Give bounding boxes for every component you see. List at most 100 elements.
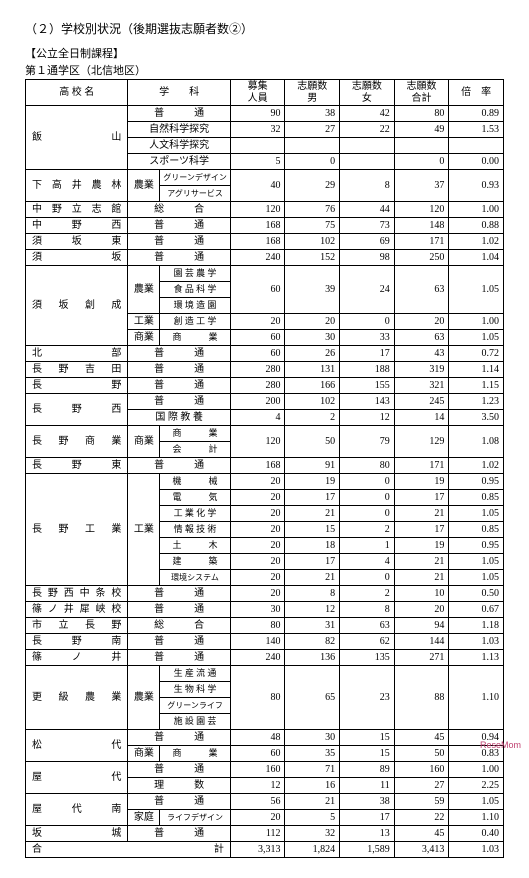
dept-cell: 工業 <box>128 474 160 586</box>
school-cell: 長 野 工 業 <box>26 474 128 586</box>
num-cell: 120 <box>230 202 285 218</box>
num-cell: 21 <box>394 506 449 522</box>
num-cell: 21 <box>285 570 340 586</box>
num-cell: 12 <box>340 410 395 426</box>
num-cell: 1,589 <box>340 842 395 858</box>
num-cell: 280 <box>230 362 285 378</box>
num-cell: 1.02 <box>449 458 504 474</box>
num-cell: 17 <box>394 522 449 538</box>
num-cell: 1.05 <box>449 570 504 586</box>
num-cell: 3,313 <box>230 842 285 858</box>
num-cell: 43 <box>394 346 449 362</box>
dept-cell: 普 通 <box>128 362 230 378</box>
table-row: 坂 城普 通1123213450.40 <box>26 826 504 842</box>
num-cell: 60 <box>230 266 285 314</box>
num-cell: 20 <box>230 586 285 602</box>
num-cell: 21 <box>285 794 340 810</box>
num-cell: 63 <box>394 266 449 314</box>
num-cell: 102 <box>285 394 340 410</box>
num-cell: 5 <box>285 810 340 826</box>
num-cell: 0.72 <box>449 346 504 362</box>
num-cell: 1.53 <box>449 122 504 138</box>
num-cell: 160 <box>394 762 449 778</box>
school-cell: 飯 山 <box>26 106 128 170</box>
school-cell: 合 計 <box>26 842 231 858</box>
dept-cell: 家庭 <box>128 810 160 826</box>
dept-cell: 工業 <box>128 314 160 330</box>
num-cell: 45 <box>394 826 449 842</box>
table-row: 長 野 工 業工業機 械20190190.95 <box>26 474 504 490</box>
table-row: 長野西中条校普 通2082100.50 <box>26 586 504 602</box>
num-cell: 2.25 <box>449 778 504 794</box>
dept-cell: 自然科学探究 <box>128 122 230 138</box>
num-cell: 129 <box>394 426 449 458</box>
num-cell: 23 <box>340 666 395 730</box>
sub-dept-cell: 環 境 造 園 <box>160 298 231 314</box>
num-cell: 2 <box>340 522 395 538</box>
num-cell: 21 <box>285 506 340 522</box>
table-row: 長 野 東普 通16891801711.02 <box>26 458 504 474</box>
num-cell: 2 <box>340 586 395 602</box>
num-cell: 166 <box>285 378 340 394</box>
num-cell: 20 <box>285 314 340 330</box>
table-row: 北 部普 通602617430.72 <box>26 346 504 362</box>
num-cell: 79 <box>340 426 395 458</box>
num-cell: 94 <box>394 618 449 634</box>
num-cell: 18 <box>285 538 340 554</box>
num-cell: 0 <box>340 506 395 522</box>
school-cell: 中 野 立 志 館 <box>26 202 128 218</box>
num-cell: 0.88 <box>449 218 504 234</box>
num-cell: 20 <box>230 570 285 586</box>
num-cell: 12 <box>230 778 285 794</box>
num-cell: 39 <box>285 266 340 314</box>
school-cell: 北 部 <box>26 346 128 362</box>
num-cell: 0.89 <box>449 106 504 122</box>
dept-cell: 普 通 <box>128 634 230 650</box>
num-cell: 168 <box>230 234 285 250</box>
num-cell: 22 <box>394 810 449 826</box>
num-cell: 15 <box>285 522 340 538</box>
num-cell: 32 <box>285 826 340 842</box>
num-cell: 37 <box>394 170 449 202</box>
sub-dept-cell: 会 計 <box>160 442 231 458</box>
school-cell: 長野西中条校 <box>26 586 128 602</box>
num-cell: 171 <box>394 458 449 474</box>
school-cell: 長 野 東 <box>26 458 128 474</box>
num-cell: 140 <box>230 634 285 650</box>
num-cell: 0 <box>340 314 395 330</box>
dept-cell: 普 通 <box>128 602 230 618</box>
num-cell <box>340 154 395 170</box>
num-cell: 1.10 <box>449 810 504 826</box>
num-cell: 26 <box>285 346 340 362</box>
num-cell: 143 <box>340 394 395 410</box>
num-cell: 1,824 <box>285 842 340 858</box>
sub-dept-cell: 施 設 園 芸 <box>160 714 231 730</box>
sub-dept-cell: グリーンライフ <box>160 698 231 714</box>
dept-cell: 商業 <box>128 330 160 346</box>
num-cell: 1.10 <box>449 666 504 730</box>
sub-dept-cell: アグリサービス <box>160 186 231 202</box>
dept-cell: 農業 <box>128 666 160 730</box>
num-cell: 29 <box>285 170 340 202</box>
num-cell: 17 <box>340 810 395 826</box>
num-cell: 0.50 <box>449 586 504 602</box>
table-row: 屋 代 南普 通562138591.05 <box>26 794 504 810</box>
num-cell: 168 <box>230 458 285 474</box>
num-cell <box>449 138 504 154</box>
num-cell: 17 <box>394 490 449 506</box>
num-cell: 30 <box>285 730 340 746</box>
num-cell: 27 <box>394 778 449 794</box>
dept-cell: 普 通 <box>128 826 230 842</box>
num-cell: 321 <box>394 378 449 394</box>
num-cell: 1.00 <box>449 762 504 778</box>
num-cell: 59 <box>394 794 449 810</box>
num-cell: 17 <box>285 554 340 570</box>
table-row: 合 計3,3131,8241,5893,4131.03 <box>26 842 504 858</box>
table-row: 須 坂普 通240152982501.04 <box>26 250 504 266</box>
school-cell: 須 坂 <box>26 250 128 266</box>
num-cell <box>285 138 340 154</box>
table-row: 長 野 吉 田普 通2801311883191.14 <box>26 362 504 378</box>
table-row: 長 野 商 業商業商 業12050791291.08 <box>26 426 504 442</box>
num-cell: 3.50 <box>449 410 504 426</box>
num-cell: 21 <box>394 570 449 586</box>
